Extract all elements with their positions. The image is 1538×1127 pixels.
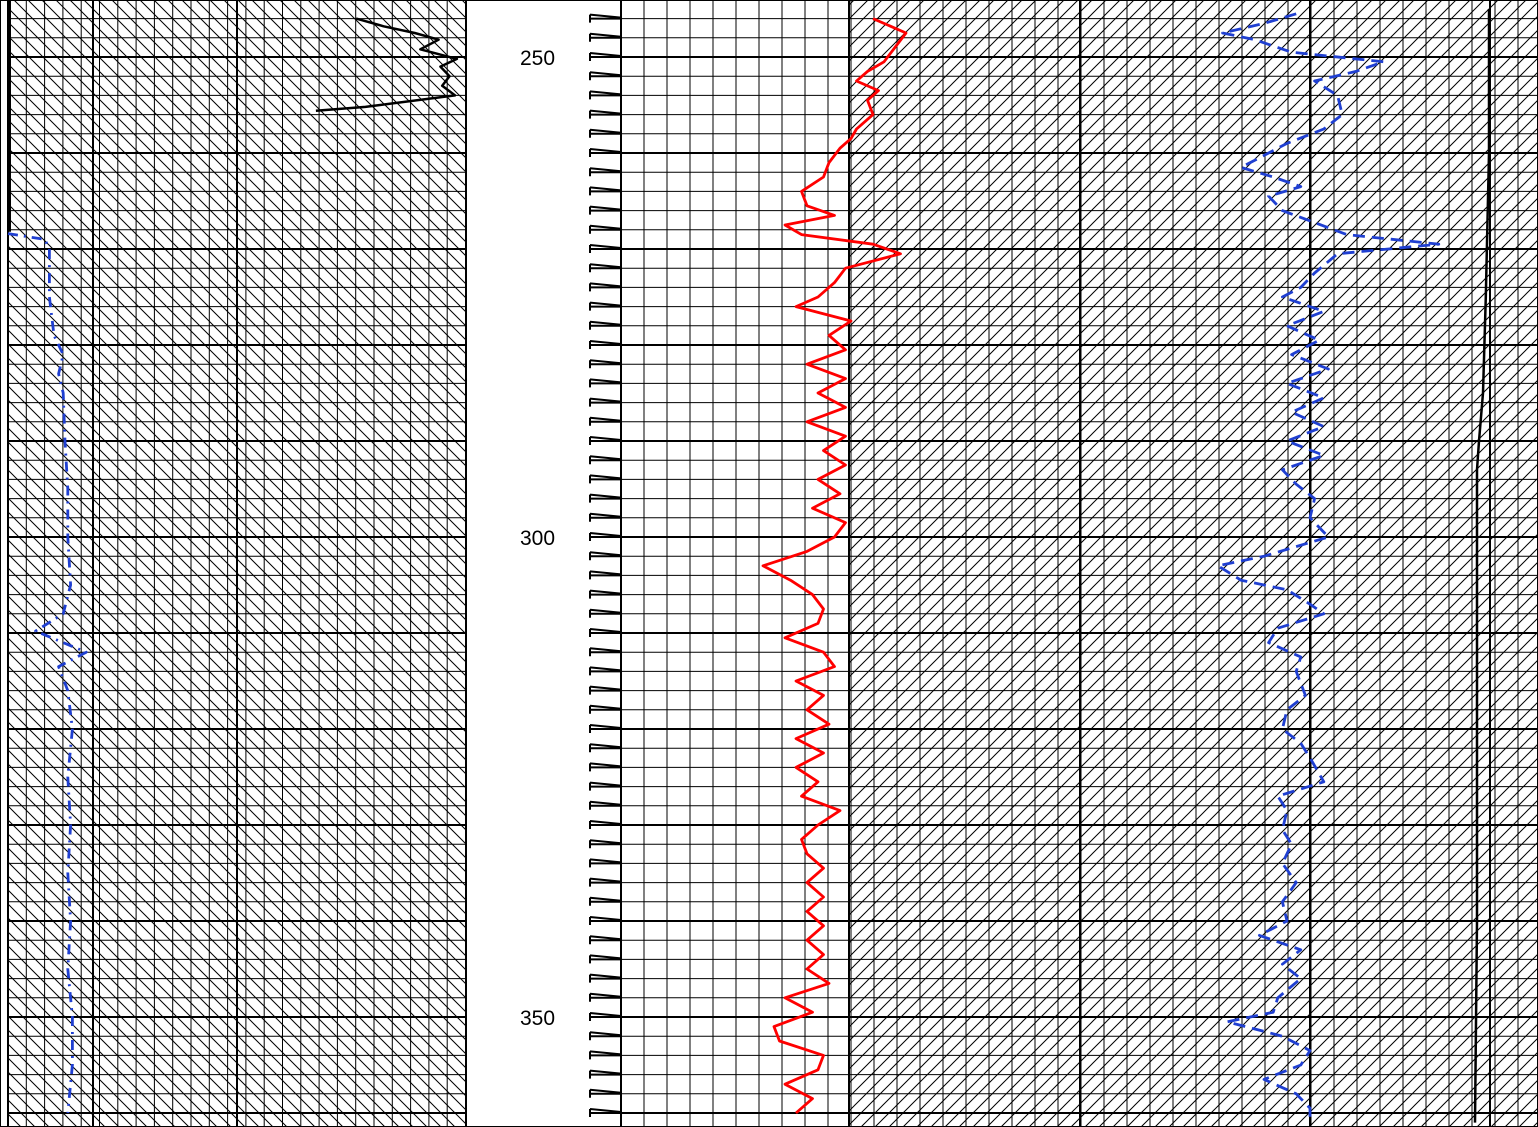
depth-tick bbox=[589, 397, 622, 407]
depth-tick bbox=[589, 589, 622, 599]
depth-tick bbox=[589, 570, 622, 580]
track-1-series-2-curve bbox=[7, 232, 88, 1114]
depth-tick bbox=[589, 1050, 622, 1060]
depth-tick bbox=[589, 263, 622, 273]
depth-tick bbox=[589, 301, 622, 311]
depth-tick bbox=[589, 781, 622, 791]
depth-tick bbox=[589, 224, 622, 234]
depth-tick bbox=[589, 378, 622, 388]
depth-tick bbox=[589, 800, 622, 810]
depth-tick bbox=[589, 109, 622, 119]
depth-tick bbox=[589, 685, 622, 695]
depth-tick bbox=[589, 359, 622, 369]
depth-tick bbox=[589, 1108, 622, 1117]
track-2-series-2-curve bbox=[1216, 12, 1441, 1121]
depth-tick bbox=[589, 512, 622, 522]
depth-tick bbox=[589, 1088, 622, 1098]
depth-tick bbox=[589, 973, 622, 983]
depth-tick bbox=[589, 13, 622, 23]
track-2-series-3-curve bbox=[1473, 9, 1491, 1123]
depth-tick bbox=[589, 954, 622, 964]
depth-tick bbox=[589, 551, 622, 561]
depth-tick bbox=[589, 839, 622, 849]
depth-tick bbox=[589, 205, 622, 215]
depth-tick bbox=[589, 493, 622, 503]
depth-tick bbox=[589, 167, 622, 177]
depth-tick bbox=[589, 532, 622, 541]
depth-tick bbox=[589, 320, 622, 330]
depth-tick bbox=[589, 666, 622, 676]
depth-tick bbox=[589, 148, 622, 157]
depth-tick bbox=[589, 935, 622, 945]
depth-tick bbox=[589, 244, 622, 253]
depth-tick bbox=[589, 416, 622, 426]
log-curves bbox=[7, 9, 1491, 1123]
depth-tick bbox=[589, 340, 622, 349]
depth-tick bbox=[589, 762, 622, 772]
depth-tick bbox=[589, 1031, 622, 1041]
depth-label: 350 bbox=[520, 1007, 555, 1030]
depth-tick bbox=[589, 90, 622, 100]
depth-tick bbox=[589, 724, 622, 733]
depth-tick bbox=[589, 282, 622, 292]
depth-tick bbox=[589, 1069, 622, 1079]
depth-tick bbox=[589, 436, 622, 445]
depth-tick bbox=[589, 820, 622, 829]
depth-tick bbox=[589, 992, 622, 1002]
depth-tick bbox=[589, 858, 622, 868]
depth-tick bbox=[589, 1012, 622, 1021]
hatch-fill bbox=[849, 0, 1538, 1127]
depth-tick bbox=[589, 32, 622, 42]
depth-label: 300 bbox=[520, 527, 555, 550]
depth-tick bbox=[589, 608, 622, 618]
track-2 bbox=[620, 0, 1538, 1127]
depth-label: 250 bbox=[520, 47, 555, 70]
depth-tick bbox=[589, 128, 622, 138]
depth-tick bbox=[589, 647, 622, 657]
track-1 bbox=[7, 0, 467, 1127]
depth-tick bbox=[589, 916, 622, 925]
depth-tick bbox=[589, 474, 622, 484]
depth-tick bbox=[589, 628, 622, 637]
depth-tick bbox=[589, 71, 622, 81]
depth-tick bbox=[589, 743, 622, 753]
depth-tick bbox=[589, 877, 622, 887]
track-2-series-1-curve bbox=[761, 17, 908, 1115]
depth-tick bbox=[589, 52, 622, 61]
depth-tick bbox=[589, 896, 622, 906]
depth-track: 250 300 350 bbox=[520, 13, 622, 1117]
track-1-series-1-curve bbox=[315, 17, 459, 113]
depth-tick bbox=[589, 186, 622, 196]
depth-tick bbox=[589, 704, 622, 714]
depth-tick bbox=[589, 455, 622, 465]
